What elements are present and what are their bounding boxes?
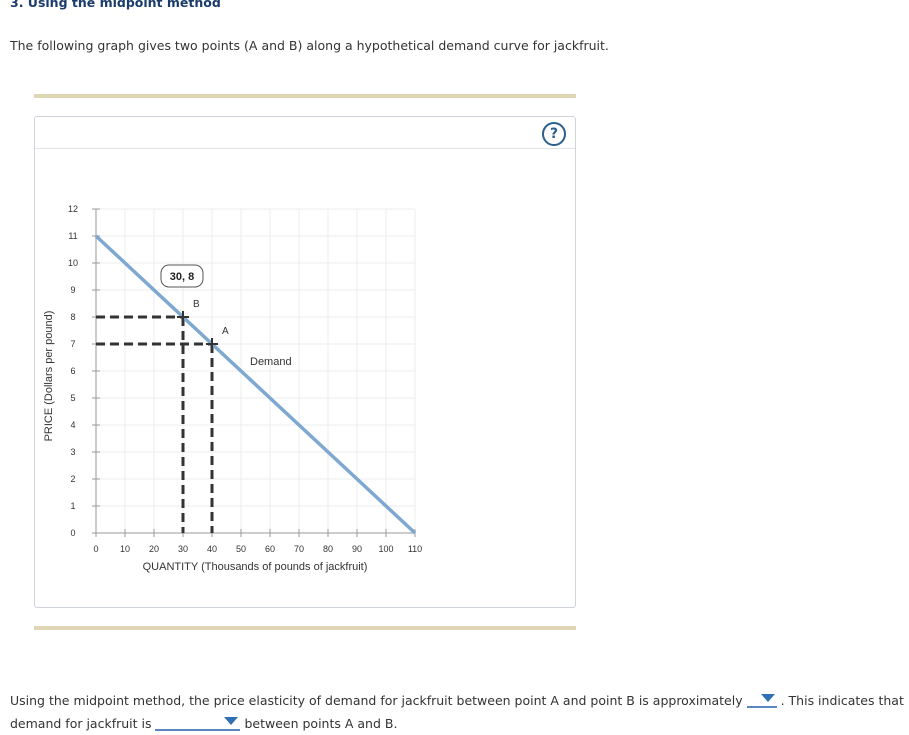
x-tick-label: 30 xyxy=(178,544,188,554)
x-tick-label: 10 xyxy=(120,544,130,554)
y-tick-label: 3 xyxy=(70,447,75,457)
tooltip-text: 30, 8 xyxy=(170,271,194,283)
point-label-b: B xyxy=(193,299,200,310)
question-text-2: . This indicates that xyxy=(780,693,904,708)
demand-label: Demand xyxy=(250,356,292,368)
x-axis-label: QUANTITY (Thousands of pounds of jackfru… xyxy=(143,561,368,573)
demand-chart[interactable]: 0 10 20 30 40 50 60 70 80 90 100 110012345678910111… xyxy=(35,117,575,607)
y-tick-label: 2 xyxy=(70,474,75,484)
chevron-down-icon xyxy=(760,694,775,702)
point-tooltip: 30, 8 xyxy=(160,264,204,288)
x-tick-label: 60 xyxy=(265,544,275,554)
y-tick-label: 5 xyxy=(70,393,75,403)
chevron-down-icon xyxy=(224,717,239,725)
section-heading: 3. Using the midpoint method xyxy=(10,0,221,10)
x-tick-label: 40 xyxy=(207,544,217,554)
x-tick-label: 100 xyxy=(378,544,393,554)
y-tick-label: 4 xyxy=(70,420,75,430)
graph-panel: ? 0 10 20 30 40 50 60 70 80 90 100 110 0 1 2 3 4 5 6 7 8 9 10 1… xyxy=(34,116,576,608)
grid xyxy=(95,208,416,534)
points: BA xyxy=(177,299,229,350)
bottom-divider xyxy=(34,626,576,630)
question-text-1: Using the midpoint method, the price ela… xyxy=(10,693,743,708)
top-divider xyxy=(34,94,576,98)
panel-header-divider xyxy=(35,148,575,149)
x-tick-label: 50 xyxy=(236,544,246,554)
point-label-a: A xyxy=(222,326,229,337)
x-tick-label: 70 xyxy=(294,544,304,554)
intro-text: The following graph gives two points (A … xyxy=(10,38,609,53)
y-axis-label: PRICE (Dollars per pound) xyxy=(43,311,55,442)
y-tick-label: 6 xyxy=(70,366,75,376)
question-line-1: Using the midpoint method, the price ela… xyxy=(10,690,904,708)
x-tick-label: 20 xyxy=(149,544,159,554)
question-line-2: demand for jackfruit is between points A… xyxy=(10,713,397,731)
x-tick-label: 90 xyxy=(352,544,362,554)
demand-series xyxy=(94,234,417,535)
demand-type-dropdown[interactable] xyxy=(155,713,241,731)
x-tick-label: 80 xyxy=(323,544,333,554)
demand-line xyxy=(94,234,417,535)
y-tick-label: 0 xyxy=(70,528,75,538)
y-tick-label: 10 xyxy=(68,258,78,268)
dashed-guides xyxy=(96,315,214,533)
y-tick-label: 8 xyxy=(70,312,75,322)
y-tick-label: 7 xyxy=(70,339,75,349)
x-tick-label: 110 xyxy=(408,544,422,554)
y-tick-label: 1 xyxy=(70,501,75,511)
axes: 0 10 20 30 40 50 60 70 80 90 100 110012345678910111… xyxy=(68,204,422,554)
help-button[interactable]: ? xyxy=(542,122,566,146)
question-text-4: between points A and B. xyxy=(244,716,398,731)
question-text-3: demand for jackfruit is xyxy=(10,716,152,731)
y-tick-label: 12 xyxy=(68,204,78,214)
elasticity-dropdown[interactable] xyxy=(746,690,777,708)
y-tick-label: 11 xyxy=(68,231,77,241)
x-tick-label: 0 xyxy=(93,544,98,554)
y-tick-label: 9 xyxy=(70,285,75,295)
